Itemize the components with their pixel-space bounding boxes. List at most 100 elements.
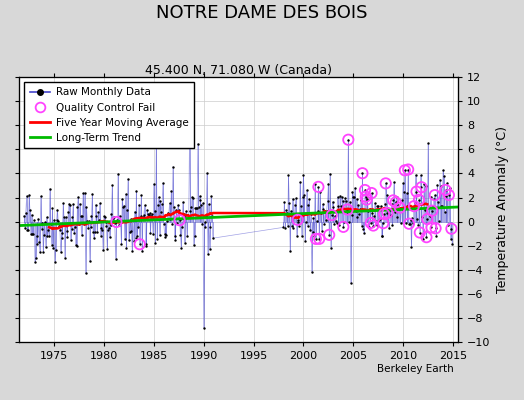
Point	[33, 241, 41, 248]
Point	[445, 185, 454, 192]
Point	[174, 206, 183, 213]
Point	[78, 232, 86, 238]
Point	[322, 207, 331, 214]
Point	[332, 218, 340, 224]
Point	[49, 244, 58, 251]
Point	[312, 236, 320, 242]
Point	[373, 203, 381, 209]
Point	[411, 172, 420, 178]
Point	[330, 220, 339, 227]
Point	[303, 223, 312, 229]
Point	[422, 234, 431, 240]
Point	[315, 236, 323, 242]
Point	[86, 224, 95, 230]
Point	[302, 187, 311, 194]
Point	[342, 198, 350, 204]
Point	[405, 220, 413, 227]
Point	[346, 198, 354, 205]
Point	[172, 206, 180, 213]
Point	[287, 208, 295, 214]
Point	[312, 218, 321, 224]
Point	[197, 202, 205, 208]
Point	[428, 208, 436, 214]
Point	[369, 222, 377, 229]
Point	[349, 193, 357, 200]
Point	[116, 212, 124, 219]
Point	[368, 210, 377, 216]
Point	[344, 136, 353, 143]
Point	[132, 235, 140, 242]
Point	[319, 206, 328, 212]
Point	[419, 236, 428, 243]
Point	[441, 187, 450, 193]
Point	[420, 181, 428, 187]
Point	[54, 218, 62, 224]
Point	[441, 187, 450, 193]
Point	[88, 191, 96, 197]
Point	[207, 193, 215, 200]
Point	[184, 214, 193, 220]
Point	[315, 236, 323, 242]
Point	[72, 243, 81, 250]
Point	[36, 249, 44, 255]
Point	[85, 258, 94, 264]
Point	[399, 180, 407, 186]
Point	[176, 232, 184, 238]
Point	[293, 217, 302, 223]
Point	[95, 217, 103, 224]
Point	[194, 140, 202, 147]
Point	[83, 218, 92, 224]
Point	[204, 201, 213, 208]
Point	[44, 227, 52, 233]
Point	[417, 184, 425, 190]
Point	[435, 176, 444, 183]
Point	[288, 223, 296, 229]
Point	[53, 206, 62, 213]
Point	[28, 231, 37, 237]
Point	[40, 232, 48, 238]
Point	[68, 214, 77, 220]
Point	[26, 207, 34, 214]
Point	[92, 213, 101, 219]
Point	[65, 200, 73, 207]
Point	[77, 213, 85, 219]
Point	[380, 211, 388, 217]
Point	[362, 193, 370, 200]
Point	[100, 213, 108, 220]
Point	[352, 208, 360, 214]
Point	[343, 209, 351, 215]
Point	[73, 204, 82, 211]
Point	[314, 184, 323, 190]
Point	[323, 197, 332, 204]
Point	[114, 171, 122, 177]
Point	[412, 188, 421, 195]
Point	[139, 214, 147, 220]
Point	[27, 211, 36, 218]
Point	[416, 229, 424, 236]
Point	[339, 197, 347, 204]
Point	[311, 180, 319, 187]
Point	[158, 200, 166, 207]
Point	[34, 216, 42, 222]
Point	[296, 178, 304, 185]
Point	[108, 182, 116, 188]
Point	[431, 192, 439, 198]
Point	[78, 213, 86, 219]
Point	[194, 204, 203, 210]
Point	[391, 208, 399, 215]
Point	[31, 259, 39, 265]
Point	[285, 172, 293, 178]
Point	[116, 219, 125, 225]
Point	[181, 212, 190, 218]
Point	[280, 199, 289, 205]
Point	[95, 200, 104, 207]
Point	[292, 195, 300, 202]
Point	[107, 211, 116, 217]
Point	[379, 220, 387, 226]
Point	[340, 219, 348, 225]
Point	[435, 218, 443, 224]
Point	[357, 223, 366, 229]
Point	[285, 200, 293, 206]
Point	[400, 189, 408, 195]
Point	[111, 220, 119, 226]
